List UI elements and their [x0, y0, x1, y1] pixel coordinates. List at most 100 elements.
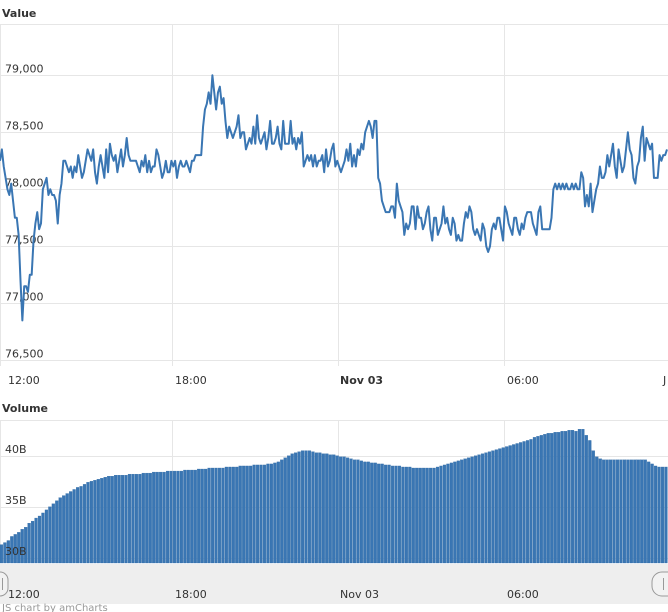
volume-bar [24, 527, 28, 564]
value-x-tick-label: J [662, 374, 666, 387]
volume-bar [550, 433, 554, 564]
volume-bar [397, 465, 402, 564]
volume-bar [487, 451, 492, 564]
volume-y-tick-label: 30B [5, 545, 27, 558]
volume-bar [176, 470, 180, 564]
volume-bar [640, 459, 644, 564]
volume-bar [197, 468, 201, 564]
volume-bar [172, 470, 177, 564]
volume-bar [470, 456, 474, 564]
volume-bar [221, 467, 225, 564]
volume-bars [0, 429, 668, 564]
volume-bar [169, 470, 173, 564]
volume-bar [581, 429, 585, 564]
volume-bar [463, 458, 467, 564]
volume-bar [37, 515, 42, 564]
volume-bar [425, 467, 429, 564]
volume-bar [304, 450, 308, 564]
volume-bar [0, 544, 4, 564]
volume-bar [41, 512, 45, 564]
volume-bar [145, 472, 149, 564]
volume-bar [245, 465, 249, 564]
volume-bar [217, 467, 222, 564]
volume-bar [612, 459, 616, 564]
volume-bar [82, 484, 87, 564]
volume-bar [387, 464, 391, 564]
value-x-tick-label: 18:00 [175, 374, 207, 387]
volume-bar [332, 454, 336, 564]
volume-bar [404, 466, 408, 564]
volume-bar [349, 458, 353, 564]
volume-bar [560, 431, 564, 564]
volume-bar [633, 459, 637, 564]
value-pane-title: Value [2, 7, 36, 20]
volume-bar [390, 465, 395, 564]
navigator-right-handle[interactable] [651, 571, 668, 597]
volume-bar [100, 478, 104, 564]
volume-bar [200, 468, 204, 564]
volume-bar [55, 500, 59, 564]
volume-y-tick-label: 40B [5, 443, 27, 456]
volume-bar [249, 465, 253, 564]
volume-bar [636, 459, 640, 564]
volume-bar [477, 454, 481, 564]
volume-bar [86, 482, 90, 564]
volume-bar [131, 473, 135, 564]
volume-bar [619, 459, 623, 564]
volume-bar [394, 465, 398, 564]
volume-bar [328, 454, 332, 564]
volume-bar [453, 461, 457, 564]
volume-bar [51, 503, 55, 564]
volume-bar [276, 461, 280, 564]
navigator-left-handle[interactable] [0, 571, 9, 597]
volume-bar [311, 451, 315, 564]
volume-bar [155, 471, 159, 564]
volume-bar [557, 432, 561, 564]
volume-bar [657, 466, 661, 564]
volume-bar [370, 462, 374, 564]
volume-bar [318, 452, 322, 564]
volume-pane-title: Volume [2, 402, 48, 415]
volume-bar [269, 463, 273, 564]
volume-bar [283, 457, 287, 564]
volume-bar [525, 440, 530, 564]
volume-bar [228, 466, 232, 564]
volume-bar [536, 436, 540, 564]
volume-bar [162, 471, 166, 564]
volume-bar [356, 459, 360, 564]
volume-bar [384, 464, 388, 564]
volume-bar [141, 472, 145, 564]
volume-bar [439, 465, 443, 564]
volume-bar [193, 469, 197, 564]
volume-bar [266, 463, 270, 564]
volume-bar [76, 487, 80, 564]
volume-bar [13, 534, 17, 564]
volume-bar [498, 448, 502, 564]
volume-bar [456, 460, 460, 564]
volume-bar [512, 444, 516, 564]
volume-bar [494, 449, 498, 564]
navigator-left-grip[interactable] [0, 571, 9, 597]
volume-bar [110, 476, 114, 564]
volume-bar [79, 486, 83, 564]
volume-y-tick-label: 35B [5, 494, 27, 507]
volume-bar [505, 446, 509, 564]
navigator-x-tick-label: Nov 03 [340, 588, 379, 601]
navigator-background[interactable] [0, 564, 668, 604]
volume-bar [342, 456, 346, 564]
volume-bar [480, 453, 485, 564]
volume-bar [401, 466, 405, 564]
volume-bar [238, 465, 242, 564]
volume-bar [553, 432, 557, 564]
volume-bar [529, 439, 533, 564]
value-grid [0, 24, 668, 366]
volume-bar [214, 467, 218, 564]
volume-bar [588, 440, 592, 564]
volume-bar [30, 520, 35, 564]
volume-bar [89, 481, 93, 564]
volume-bar [546, 433, 550, 564]
navigator-right-grip[interactable] [651, 571, 668, 597]
volume-bar [474, 455, 478, 564]
volume-bar [373, 462, 377, 564]
volume-bar [654, 465, 658, 564]
